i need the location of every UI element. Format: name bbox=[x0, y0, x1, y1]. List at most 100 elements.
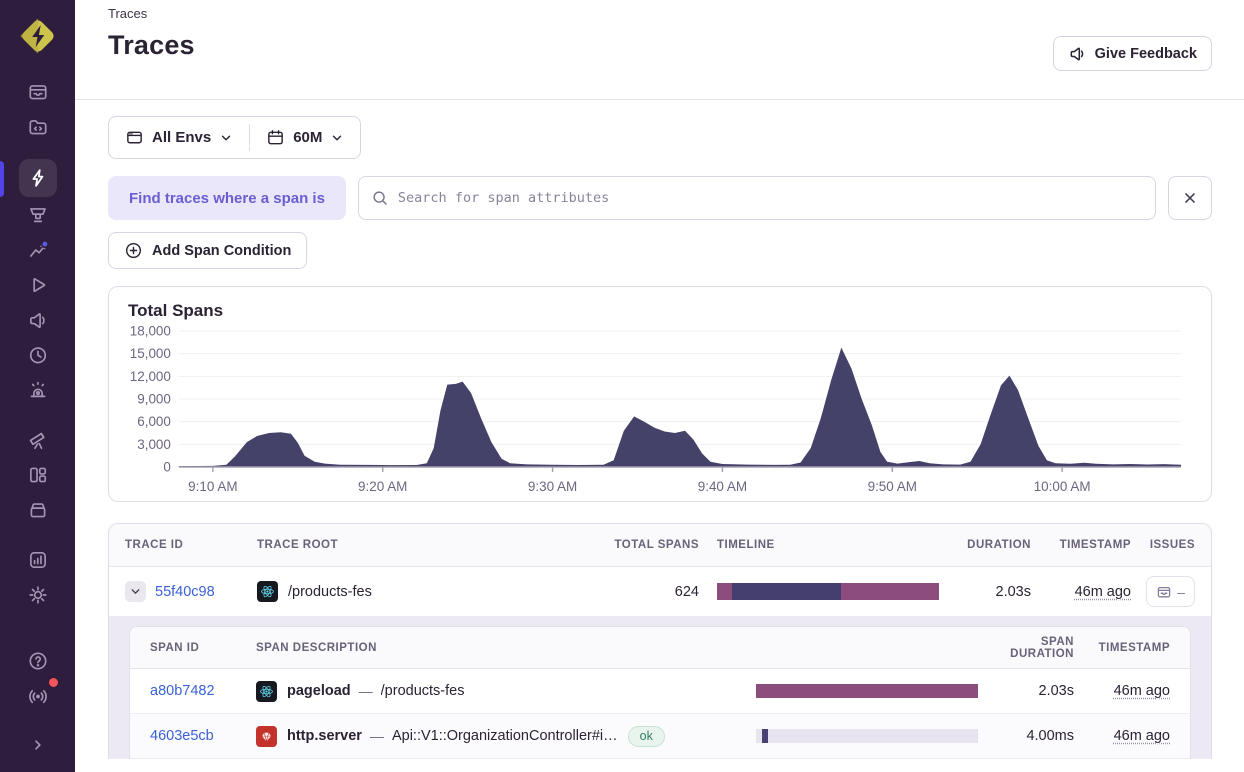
trace-issues-button[interactable]: – bbox=[1146, 576, 1195, 607]
chevron-down-icon bbox=[131, 589, 140, 594]
expanded-spans-section: SPAN ID SPAN DESCRIPTION SPAN DURATION T… bbox=[109, 616, 1211, 759]
sidebar-item-dashboards-projector[interactable] bbox=[19, 197, 57, 232]
search-box bbox=[357, 176, 1156, 220]
col-issues: ISSUES bbox=[1149, 539, 1195, 551]
sidebar-item-whats-new[interactable] bbox=[19, 676, 60, 713]
col-span-duration: SPAN DURATION bbox=[1010, 635, 1074, 660]
issues-count: – bbox=[1177, 583, 1185, 600]
calendar-icon bbox=[268, 130, 284, 145]
svg-text:0: 0 bbox=[163, 459, 170, 474]
chevron-right-icon bbox=[34, 739, 41, 750]
col-timeline: TIMELINE bbox=[717, 539, 775, 551]
notification-red-dot bbox=[46, 676, 60, 689]
span-row: a80b7482 pageload — /products-fes 2.03s … bbox=[130, 669, 1190, 714]
svg-text:9,000: 9,000 bbox=[137, 391, 171, 406]
give-feedback-label: Give Feedback bbox=[1094, 45, 1197, 62]
sentry-logo[interactable] bbox=[15, 13, 61, 59]
expand-trace-button[interactable] bbox=[125, 581, 146, 602]
give-feedback-button[interactable]: Give Feedback bbox=[1052, 36, 1212, 71]
layout-grid-icon bbox=[29, 467, 46, 482]
col-span-timestamp: TIMESTAMP bbox=[1098, 641, 1170, 654]
sidebar-item-insights[interactable] bbox=[19, 232, 57, 267]
sidebar-item-alerts[interactable] bbox=[19, 372, 57, 407]
sidebar-item-discover[interactable] bbox=[19, 422, 57, 457]
svg-text:9:10 AM: 9:10 AM bbox=[188, 479, 237, 494]
clear-search-button[interactable] bbox=[1168, 176, 1212, 220]
col-total-spans: TOTAL SPANS bbox=[614, 539, 699, 551]
span-description: Api::V1::OrganizationController#i… bbox=[391, 728, 618, 744]
settings-gear-icon bbox=[28, 585, 47, 604]
chevron-down-icon bbox=[221, 135, 231, 140]
plus-circle-icon bbox=[125, 242, 142, 259]
insights-graph-icon bbox=[29, 239, 49, 257]
telescope-icon bbox=[29, 432, 45, 449]
breadcrumb[interactable]: Traces bbox=[108, 6, 148, 21]
svg-text:9:20 AM: 9:20 AM bbox=[358, 479, 407, 494]
alerts-siren-icon bbox=[30, 381, 45, 397]
sidebar bbox=[0, 0, 75, 772]
sidebar-item-settings[interactable] bbox=[19, 577, 57, 612]
separator: — bbox=[358, 683, 373, 699]
svg-text:18,000: 18,000 bbox=[130, 323, 171, 338]
trace-root-name: /products-fes bbox=[288, 583, 372, 600]
spans-table-header: SPAN ID SPAN DESCRIPTION SPAN DURATION T… bbox=[130, 627, 1190, 669]
sidebar-item-projects[interactable] bbox=[19, 109, 57, 144]
help-icon bbox=[28, 651, 47, 670]
main-content: Traces Traces Give Feedback All Envs 60M… bbox=[75, 0, 1244, 772]
sidebar-item-crons[interactable] bbox=[19, 337, 57, 372]
svg-text:6,000: 6,000 bbox=[137, 414, 171, 429]
broadcast-icon bbox=[28, 689, 47, 703]
col-duration: DURATION bbox=[967, 539, 1031, 551]
environment-filter[interactable]: All Envs bbox=[109, 128, 249, 147]
span-row: 4603e5cb http.server — Api::V1::Organiza… bbox=[130, 714, 1190, 759]
time-range-filter-label: 60M bbox=[293, 129, 323, 146]
projects-folder-icon bbox=[28, 119, 47, 134]
svg-text:9:30 AM: 9:30 AM bbox=[528, 479, 577, 494]
environment-filter-label: All Envs bbox=[152, 129, 212, 146]
svg-text:15,000: 15,000 bbox=[130, 346, 171, 361]
col-trace-root: TRACE ROOT bbox=[257, 539, 339, 551]
search-input[interactable] bbox=[397, 190, 1143, 206]
close-icon bbox=[1185, 193, 1195, 203]
span-id-link[interactable]: a80b7482 bbox=[150, 683, 215, 699]
svg-text:9:50 AM: 9:50 AM bbox=[868, 479, 917, 494]
svg-text:3,000: 3,000 bbox=[137, 437, 171, 452]
chart-title: Total Spans bbox=[128, 301, 224, 320]
span-id-link[interactable]: 4603e5cb bbox=[150, 728, 214, 744]
total-spans-chart-card: Total Spans 0 3,000 6,000 9,000 12,000 15,000… bbox=[108, 286, 1212, 502]
content: All Envs 60M Find traces where a span is bbox=[75, 100, 1244, 772]
sidebar-item-replays[interactable] bbox=[19, 267, 57, 302]
span-duration: 2.03s bbox=[1038, 683, 1074, 699]
span-condition-chip: Find traces where a span is bbox=[108, 176, 346, 220]
span-op: pageload bbox=[287, 683, 351, 699]
sidebar-item-issues[interactable] bbox=[19, 74, 57, 109]
trace-duration: 2.03s bbox=[995, 583, 1031, 600]
filter-bar: All Envs 60M bbox=[108, 116, 362, 159]
total-spans-chart: 0 3,000 6,000 9,000 12,000 15,000 18,000 9:10 A… bbox=[130, 323, 1182, 494]
sidebar-collapse-button[interactable] bbox=[19, 727, 57, 762]
feedback-megaphone-icon bbox=[29, 312, 45, 328]
add-span-condition-button[interactable]: Add Span Condition bbox=[108, 232, 308, 269]
traces-table-header: TRACE ID TRACE ROOT TOTAL SPANS TIMELINE… bbox=[109, 524, 1211, 567]
trace-timestamp: 46m ago bbox=[1074, 583, 1131, 600]
col-span-id: SPAN ID bbox=[150, 641, 200, 654]
sidebar-item-help[interactable] bbox=[19, 643, 57, 678]
svg-text:12,000: 12,000 bbox=[130, 369, 171, 384]
svg-text:10:00 AM: 10:00 AM bbox=[1034, 479, 1091, 494]
issues-icon bbox=[28, 84, 47, 99]
span-op: http.server bbox=[287, 728, 362, 744]
status-badge: ok bbox=[627, 725, 665, 747]
col-timestamp: TIMESTAMP bbox=[1059, 539, 1131, 551]
projector-icon bbox=[29, 207, 46, 222]
sidebar-item-stats[interactable] bbox=[19, 542, 57, 577]
stats-bars-icon bbox=[29, 551, 46, 568]
time-range-filter[interactable]: 60M bbox=[250, 128, 360, 147]
sidebar-item-feedback[interactable] bbox=[19, 302, 57, 337]
trace-id-link[interactable]: 55f40c98 bbox=[155, 583, 215, 600]
span-timestamp: 46m ago bbox=[1113, 728, 1170, 744]
sidebar-item-explore[interactable] bbox=[18, 159, 57, 197]
page-header: Traces Traces Give Feedback bbox=[75, 0, 1244, 100]
react-icon bbox=[256, 680, 277, 702]
sidebar-item-dashboards-layout[interactable] bbox=[19, 457, 57, 492]
sidebar-item-releases[interactable] bbox=[19, 492, 57, 527]
